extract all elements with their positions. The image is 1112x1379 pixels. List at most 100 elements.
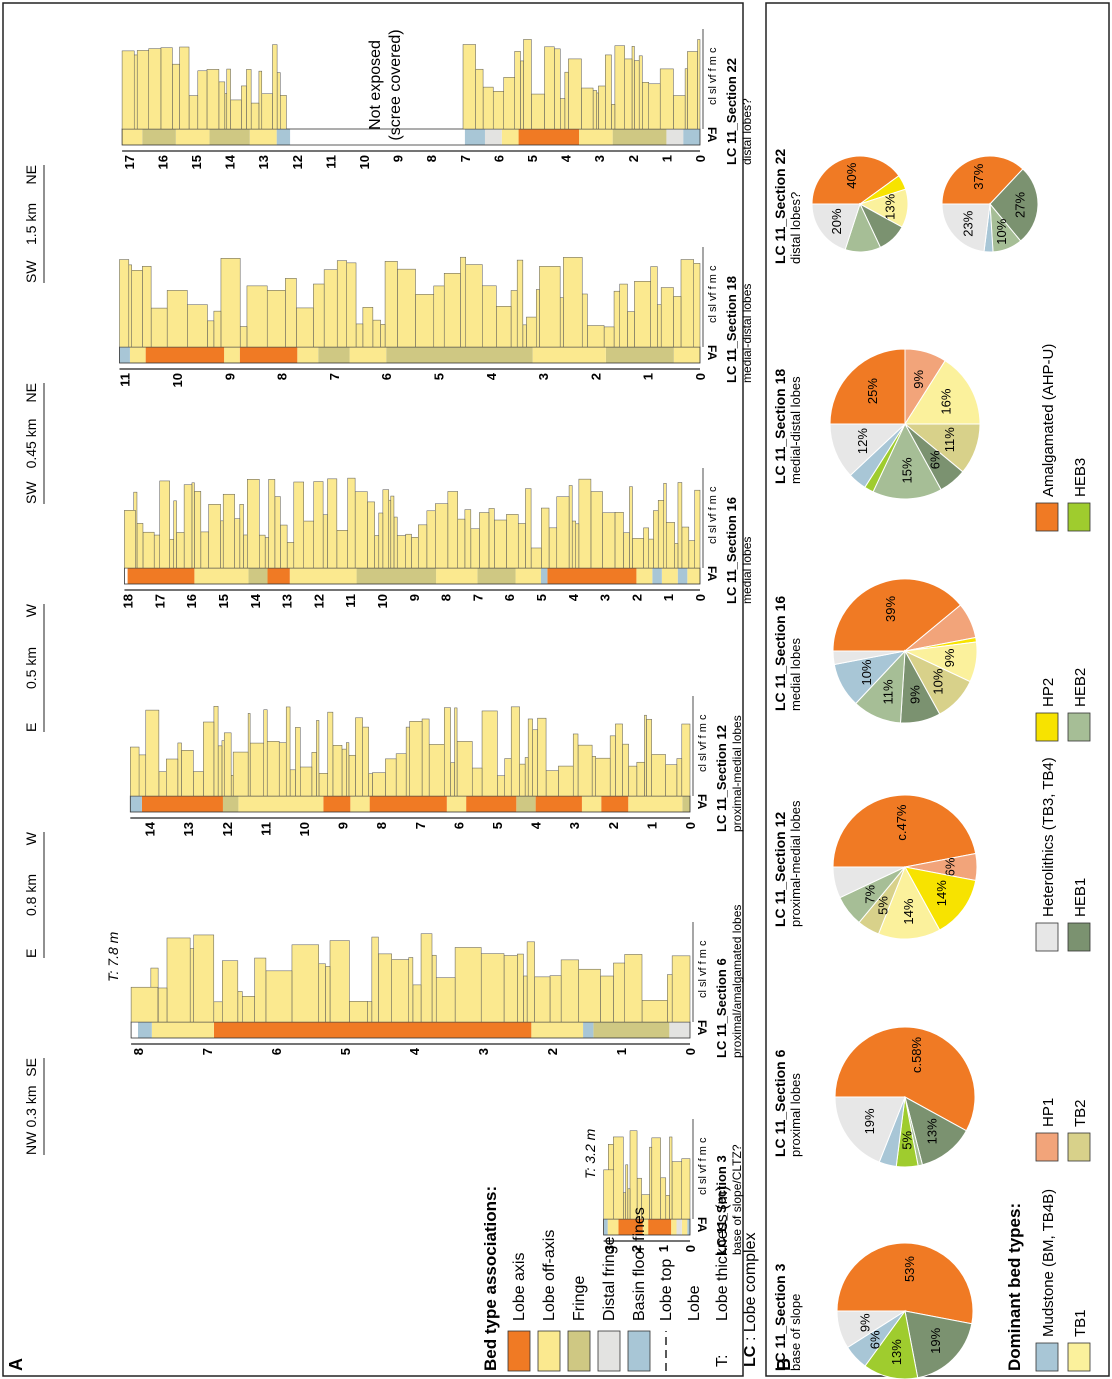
bed-type-label: Heterolithics (TB3, TB4) (1040, 757, 1057, 917)
bed (615, 723, 623, 797)
fa-interval (612, 129, 667, 145)
tick-label: 10 (375, 594, 390, 608)
bed (289, 769, 296, 797)
bed (329, 940, 350, 1023)
bed (172, 63, 180, 130)
bed (153, 534, 160, 569)
bed (136, 523, 144, 569)
bed (614, 45, 625, 130)
bed (531, 93, 545, 130)
pie-chart: LC 11_Section 18 medial-distal lobes 25% 9%… (772, 348, 981, 500)
tick-label: 1 (614, 1048, 629, 1055)
pie-slice-label: 10% (994, 218, 1009, 244)
bed (537, 717, 547, 797)
pie-slice-label: 9% (911, 370, 926, 389)
fa-interval (671, 1219, 677, 1235)
bed (426, 510, 436, 569)
legend-swatch (597, 1330, 621, 1372)
fa-interval (603, 1219, 608, 1235)
bed (657, 304, 662, 348)
section-s18: 0 1 2 3 4 5 6 7 8 9 10 11 FA cl sl vf f m c LC 11_Sect… (118, 247, 754, 387)
tick-label: 9 (391, 155, 406, 162)
bed (362, 307, 374, 348)
fa-interval (350, 796, 370, 812)
bed (266, 741, 280, 797)
bed (293, 481, 304, 569)
tick-label: 12 (290, 155, 305, 169)
bed (230, 99, 242, 130)
direction-left: NW (23, 1131, 39, 1155)
bed (420, 933, 433, 1023)
bed (669, 1136, 673, 1220)
bed (142, 265, 152, 348)
pie-subtitle: proximal-medial lobes (788, 800, 803, 927)
bed (532, 729, 538, 797)
pie-slice-label: 39% (883, 596, 898, 622)
bed (558, 765, 574, 797)
bed (405, 533, 412, 569)
tick-label: 0 (683, 1245, 698, 1252)
bed (681, 526, 690, 569)
tick-label: 4 (566, 593, 581, 601)
bed (622, 743, 629, 797)
pie-subtitle: proximal lobes (788, 1073, 803, 1157)
bed (191, 482, 195, 569)
bed (623, 1192, 626, 1220)
bed (223, 732, 232, 797)
bed (564, 71, 569, 130)
fa-label: FA (695, 794, 709, 810)
pie-slice-label: 23% (961, 210, 976, 236)
bed (514, 51, 521, 130)
bed (660, 287, 674, 348)
bed (295, 727, 301, 797)
tick-label: 9 (407, 594, 422, 601)
tick-label: 2 (545, 1048, 560, 1055)
bed (578, 478, 592, 569)
distance-value: 0.8 km (23, 874, 39, 916)
bed (241, 85, 247, 130)
fa-interval (673, 347, 700, 363)
bed (524, 757, 529, 797)
pie-slice (832, 650, 906, 666)
bed (263, 709, 268, 797)
bed (327, 478, 338, 569)
bed (234, 518, 241, 569)
bed (197, 70, 208, 130)
section-title: LC 11_Section 22 (724, 58, 739, 165)
bed (187, 304, 208, 348)
tick-label: 11 (343, 594, 358, 608)
bed (395, 753, 407, 797)
fa-interval (581, 796, 602, 812)
tick-label: 11 (258, 822, 273, 836)
bed (354, 491, 368, 569)
bed (421, 718, 430, 797)
bed (247, 479, 260, 569)
panel-a-frame (2, 2, 744, 1377)
bed (671, 1161, 683, 1220)
bed (408, 957, 414, 1023)
tick-label: 2 (606, 822, 621, 829)
legend-title: Bed type associations: (481, 1186, 500, 1371)
bed (435, 503, 449, 569)
tick-label: 0 (683, 822, 698, 829)
bed (188, 95, 199, 130)
fa-interval (142, 129, 176, 145)
pie-chart: LC 11_Section 12 proximal-medial lobes c.4… (772, 794, 978, 940)
tick-label: 12 (311, 594, 326, 608)
bed (213, 310, 222, 348)
fa-interval (593, 1022, 670, 1038)
tick-label: 9 (336, 822, 351, 829)
bed (213, 705, 219, 797)
bed (556, 496, 570, 569)
fa-interval (138, 1022, 152, 1038)
tick-label: 8 (374, 822, 389, 829)
bed (266, 290, 286, 348)
bed (629, 1130, 638, 1220)
bed (189, 948, 194, 1023)
bed (657, 500, 664, 569)
bed (318, 963, 326, 1023)
bed (613, 962, 625, 1023)
bed (530, 547, 542, 569)
grain-scale: cl sl vf f m c (707, 265, 719, 323)
pie-slice-label: 14% (934, 880, 949, 906)
